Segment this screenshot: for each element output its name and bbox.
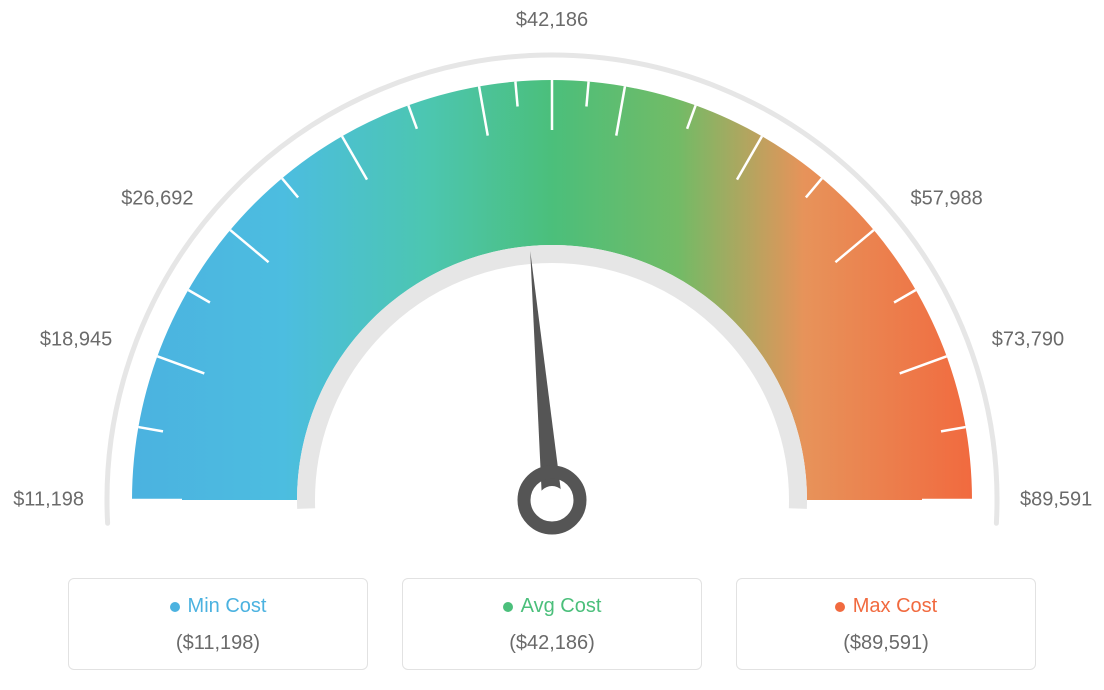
- legend-title-text: Avg Cost: [521, 595, 602, 618]
- legend-value-max: ($89,591): [747, 632, 1025, 655]
- gauge-chart: $11,198 $18,945 $26,692 $42,186 $57,988 $73,7…: [0, 0, 1104, 550]
- legend-card-max: Max Cost ($89,591): [736, 578, 1036, 670]
- tick-label: $11,198: [13, 489, 84, 512]
- tick-label: $18,945: [40, 328, 112, 351]
- legend-value-min: ($11,198): [79, 632, 357, 655]
- legend-row: Min Cost ($11,198) Avg Cost ($42,186) Ma…: [0, 578, 1104, 670]
- tick-label: $57,988: [911, 188, 983, 211]
- tick-label: $26,692: [121, 188, 193, 211]
- legend-card-avg: Avg Cost ($42,186): [402, 578, 702, 670]
- gauge-svg: [0, 0, 1104, 550]
- dot-icon: [170, 602, 180, 612]
- tick-label: $42,186: [516, 9, 588, 32]
- legend-title-max: Max Cost: [835, 595, 937, 618]
- chart-container: $11,198 $18,945 $26,692 $42,186 $57,988 $73,7…: [0, 0, 1104, 690]
- tick-label: $73,790: [992, 328, 1064, 351]
- legend-title-avg: Avg Cost: [503, 595, 602, 618]
- legend-card-min: Min Cost ($11,198): [68, 578, 368, 670]
- legend-title-min: Min Cost: [170, 595, 267, 618]
- tick-label: $89,591: [1020, 489, 1092, 512]
- dot-icon: [503, 602, 513, 612]
- legend-value-avg: ($42,186): [413, 632, 691, 655]
- legend-title-text: Min Cost: [188, 595, 267, 618]
- dot-icon: [835, 602, 845, 612]
- legend-title-text: Max Cost: [853, 595, 937, 618]
